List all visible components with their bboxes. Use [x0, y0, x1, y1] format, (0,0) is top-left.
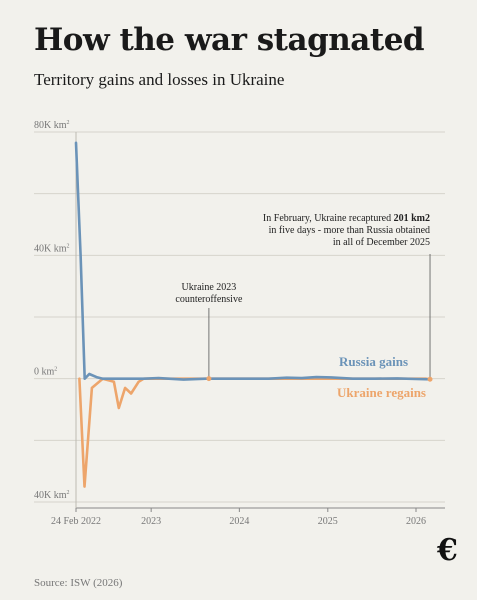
annotation-text: In February, Ukraine recaptured 201 km2 [263, 213, 430, 224]
page-title: How the war stagnated [34, 22, 425, 58]
y-tick-label: 80K km2 [34, 120, 70, 131]
series-line-russia-gains [74, 141, 432, 381]
y-tick-label: 40K km2 [34, 490, 70, 501]
february-recapture-marker [427, 376, 433, 382]
x-tick-label: 2024 [229, 516, 249, 527]
x-tick-label: 2023 [141, 516, 161, 527]
legend: Russia gains Ukraine regains [337, 354, 426, 400]
source-note: Source: ISW (2026) [34, 577, 123, 589]
x-tick-label: 2025 [318, 516, 338, 527]
y-tick-label: 0 km2 [34, 367, 57, 378]
annotation-text: Ukraine 2023 [182, 282, 237, 293]
page-subtitle: Territory gains and losses in Ukraine [34, 70, 285, 89]
y-tick-label: 40K km2 [34, 243, 70, 254]
legend-ukraine-regains: Ukraine regains [337, 385, 426, 400]
grid-lines [34, 131, 445, 503]
legend-russia-gains: Russia gains [339, 354, 408, 369]
x-tick-label: 24 Feb 2022 [51, 516, 101, 527]
annotation-text: in five days - more than Russia obtained [269, 225, 430, 236]
annotation-text: in all of December 2025 [333, 237, 430, 248]
x-axis: 80K km2 40K km2 0 km2 40K km2 24 Feb 2022 202… [34, 120, 445, 527]
annotation-text: counteroffensive [175, 294, 243, 305]
x-tick-label: 2026 [406, 516, 426, 527]
publisher-logo: € [437, 533, 458, 568]
series-layer [74, 141, 433, 488]
counteroffensive-marker [206, 376, 212, 382]
